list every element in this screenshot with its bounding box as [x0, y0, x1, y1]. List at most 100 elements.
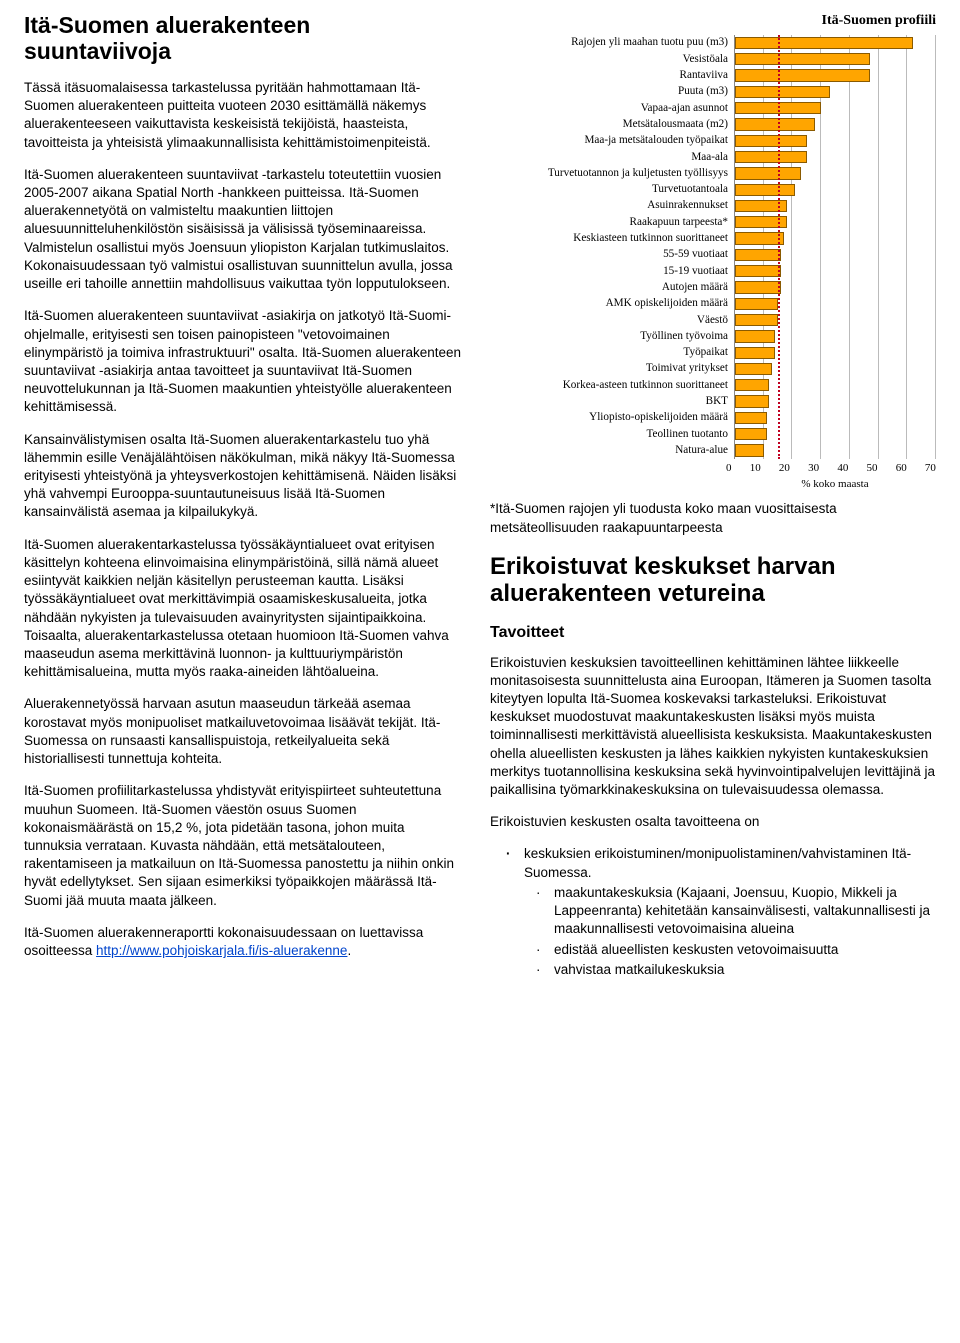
- chart-bar-track: [734, 100, 936, 116]
- chart-bar: [735, 347, 775, 359]
- right-para-2: Erikoistuvien keskusten osalta tavoittee…: [490, 813, 936, 831]
- chart-reference-line: [778, 35, 780, 459]
- chart-bar-track: [734, 67, 936, 83]
- chart-bar-track: [734, 361, 936, 377]
- chart-row-label: Turvetuotantoala: [490, 182, 734, 197]
- chart-bar-track: [734, 198, 936, 214]
- chart-x-ticks: 010203040506070: [726, 461, 936, 476]
- chart-bar-track: [734, 426, 936, 442]
- chart-bar-track: [734, 393, 936, 409]
- chart-bar: [735, 232, 784, 244]
- chart-row: 15-19 vuotiaat: [490, 263, 936, 279]
- chart-x-tick: 50: [867, 461, 878, 476]
- chart-bar-track: [734, 165, 936, 181]
- chart-bar-track: [734, 133, 936, 149]
- chart-row: 55-59 vuotiaat: [490, 247, 936, 263]
- chart-x-tick: 40: [837, 461, 848, 476]
- para-8: Itä-Suomen aluerakenneraportti kokonaisu…: [24, 924, 462, 960]
- chart-row: Keskiasteen tutkinnon suorittaneet: [490, 230, 936, 246]
- chart-bar: [735, 379, 769, 391]
- chart-bar: [735, 118, 815, 130]
- chart-row: Yliopisto-opiskelijoiden määrä: [490, 410, 936, 426]
- chart-row-label: 15-19 vuotiaat: [490, 264, 734, 279]
- right-para-1: Erikoistuvien keskuksien tavoitteellinen…: [490, 654, 936, 800]
- chart-row: Puuta (m3): [490, 84, 936, 100]
- chart-bar-track: [734, 182, 936, 198]
- chart-rows: Rajojen yli maahan tuotu puu (m3)Vesistö…: [490, 35, 936, 459]
- chart-footnote: *Itä-Suomen rajojen yli tuodusta koko ma…: [490, 500, 936, 536]
- chart-bar: [735, 444, 764, 456]
- chart-row: AMK opiskelijoiden määrä: [490, 296, 936, 312]
- chart-bar: [735, 298, 778, 310]
- para-4: Kansainvälistymisen osalta Itä-Suomen al…: [24, 431, 462, 522]
- chart-row-label: Teollinen tuotanto: [490, 427, 734, 442]
- chart-bar: [735, 151, 807, 163]
- report-link[interactable]: http://www.pohjoiskarjala.fi/is-aluerake…: [96, 943, 347, 958]
- chart-row: BKT: [490, 393, 936, 409]
- para-1: Tässä itäsuomalaisessa tarkastelussa pyr…: [24, 79, 462, 152]
- chart-bar: [735, 69, 870, 81]
- bullet-list: keskuksien erikoistuminen/monipuolistami…: [490, 845, 936, 979]
- chart-row: Työllinen työvoima: [490, 328, 936, 344]
- chart-row: Korkea-asteen tutkinnon suorittaneet: [490, 377, 936, 393]
- sub-bullet-2: edistää alueellisten keskusten vetovoima…: [554, 941, 936, 959]
- sub-heading: Tavoitteet: [490, 622, 936, 644]
- chart-row-label: Rajojen yli maahan tuotu puu (m3): [490, 35, 734, 50]
- chart-row-label: BKT: [490, 394, 734, 409]
- chart-bar: [735, 249, 781, 261]
- para-7: Itä-Suomen profiilitarkastelussa yhdisty…: [24, 782, 462, 910]
- chart-bar: [735, 37, 913, 49]
- chart-row: Väestö: [490, 312, 936, 328]
- chart-title: Itä-Suomen profiili: [490, 12, 936, 31]
- chart-bar: [735, 265, 781, 277]
- chart-row-label: Toimivat yritykset: [490, 361, 734, 376]
- chart-row-label: Keskiasteen tutkinnon suorittaneet: [490, 231, 734, 246]
- chart-bar-track: [734, 149, 936, 165]
- chart-row-label: Vapaa-ajan asunnot: [490, 101, 734, 116]
- para-8b: .: [347, 943, 351, 958]
- chart-x-axis: 010203040506070: [490, 461, 936, 476]
- chart-bar-track: [734, 84, 936, 100]
- chart-bar: [735, 167, 801, 179]
- chart-row: Asuinrakennukset: [490, 198, 936, 214]
- chart-x-tick: 0: [726, 461, 732, 476]
- left-column: Itä-Suomen aluerakenteen suuntaviivoja T…: [24, 12, 462, 989]
- chart-bar-track: [734, 35, 936, 51]
- chart-bar: [735, 281, 781, 293]
- chart-row-label: Työpaikat: [490, 345, 734, 360]
- chart-row-label: Autojen määrä: [490, 280, 734, 295]
- chart-x-tick: 30: [808, 461, 819, 476]
- chart-bar-track: [734, 230, 936, 246]
- chart-row-label: Maa-ja metsätalouden työpaikat: [490, 133, 734, 148]
- chart-row-label: Natura-alue: [490, 443, 734, 458]
- sub-bullet-1: maakuntakeskuksia (Kajaani, Joensuu, Kuo…: [554, 884, 936, 939]
- page-title: Itä-Suomen aluerakenteen suuntaviivoja: [24, 12, 462, 65]
- chart-bar-track: [734, 328, 936, 344]
- chart-row-label: Metsätalousmaata (m2): [490, 117, 734, 132]
- para-6: Aluerakennetyössä harvaan asutun maaseud…: [24, 695, 462, 768]
- chart-x-label: % koko maasta: [734, 477, 936, 492]
- chart-bar-track: [734, 51, 936, 67]
- chart-bar: [735, 412, 767, 424]
- chart-row: Rajojen yli maahan tuotu puu (m3): [490, 35, 936, 51]
- chart-bar: [735, 86, 830, 98]
- chart-bar-track: [734, 377, 936, 393]
- chart-bar-track: [734, 345, 936, 361]
- bullet-1: keskuksien erikoistuminen/monipuolistami…: [524, 845, 936, 979]
- chart-x-tick: 20: [779, 461, 790, 476]
- sub-bullet-3: vahvistaa matkailukeskuksia: [554, 961, 936, 979]
- chart-x-tick: 70: [925, 461, 936, 476]
- chart-row: Vapaa-ajan asunnot: [490, 100, 936, 116]
- para-3: Itä-Suomen aluerakenteen suuntaviivat -a…: [24, 307, 462, 416]
- chart-row: Rantaviiva: [490, 67, 936, 83]
- chart-bar: [735, 135, 807, 147]
- chart-row-label: Yliopisto-opiskelijoiden määrä: [490, 410, 734, 425]
- chart-row-label: Raakapuun tarpeesta*: [490, 215, 734, 230]
- chart-bar-track: [734, 263, 936, 279]
- chart-row-label: Rantaviiva: [490, 68, 734, 83]
- chart-row: Maa-ala: [490, 149, 936, 165]
- chart-row-label: Väestö: [490, 313, 734, 328]
- chart-bar-track: [734, 410, 936, 426]
- section-heading: Erikoistuvat keskukset harvan aluerakent…: [490, 553, 936, 608]
- chart-bar-track: [734, 279, 936, 295]
